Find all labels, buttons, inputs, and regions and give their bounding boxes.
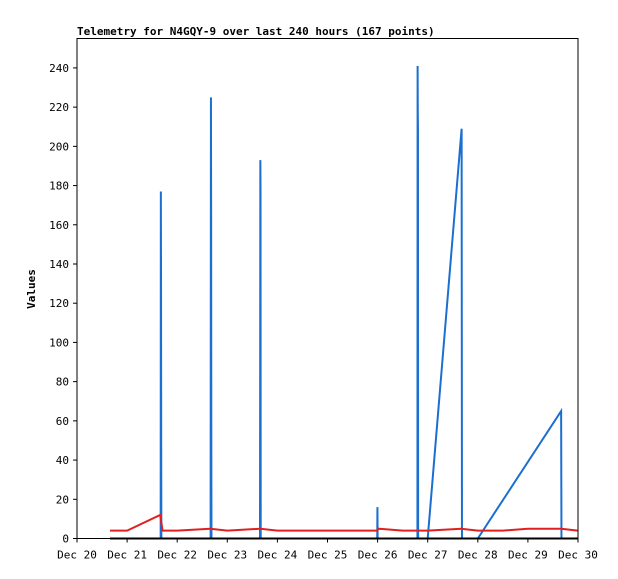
y-axis-label: Values: [25, 269, 38, 309]
x-tick-label: Dec 28: [458, 549, 498, 562]
y-tick-label: 240: [49, 62, 69, 75]
y-tick-label: 60: [56, 415, 69, 428]
series-layer: [110, 65, 578, 540]
y-tick-label: 160: [49, 219, 69, 232]
x-tick-label: Dec 27: [408, 549, 448, 562]
x-tick-label: Dec 24: [258, 549, 298, 562]
y-tick-label: 120: [49, 297, 69, 310]
y-tick-label: 80: [56, 376, 69, 389]
x-axis: Dec 20 Dec 21 Dec 22 Dec 23 Dec 24 Dec 25 Dec …: [57, 538, 598, 562]
x-tick-label: Dec 25: [308, 549, 348, 562]
series-line-1: [110, 513, 578, 532]
y-tick-label: 140: [49, 258, 69, 271]
x-tick-label: Dec 22: [157, 549, 197, 562]
y-tick-label: 100: [49, 336, 69, 349]
x-tick-label: Dec 30: [558, 549, 598, 562]
x-tick-label: Dec 21: [107, 549, 147, 562]
plot-area: [76, 38, 579, 539]
y-tick-label: 20: [56, 493, 69, 506]
x-tick-label: Dec 26: [358, 549, 398, 562]
x-tick-label: Dec 20: [57, 549, 97, 562]
y-tick-label: 40: [56, 454, 69, 467]
y-tick-label: 180: [49, 180, 69, 193]
chart-title: Telemetry for N4GQY-9 over last 240 hour…: [77, 25, 435, 38]
y-axis: 0 20 40 60 80 100 120 140 160 180 200 220 240: [49, 62, 77, 546]
y-tick-label: 0: [62, 533, 69, 546]
x-tick-label: Dec 29: [508, 549, 548, 562]
x-tick-label: Dec 23: [207, 549, 247, 562]
y-tick-label: 200: [49, 140, 69, 153]
y-tick-label: 220: [49, 101, 69, 114]
